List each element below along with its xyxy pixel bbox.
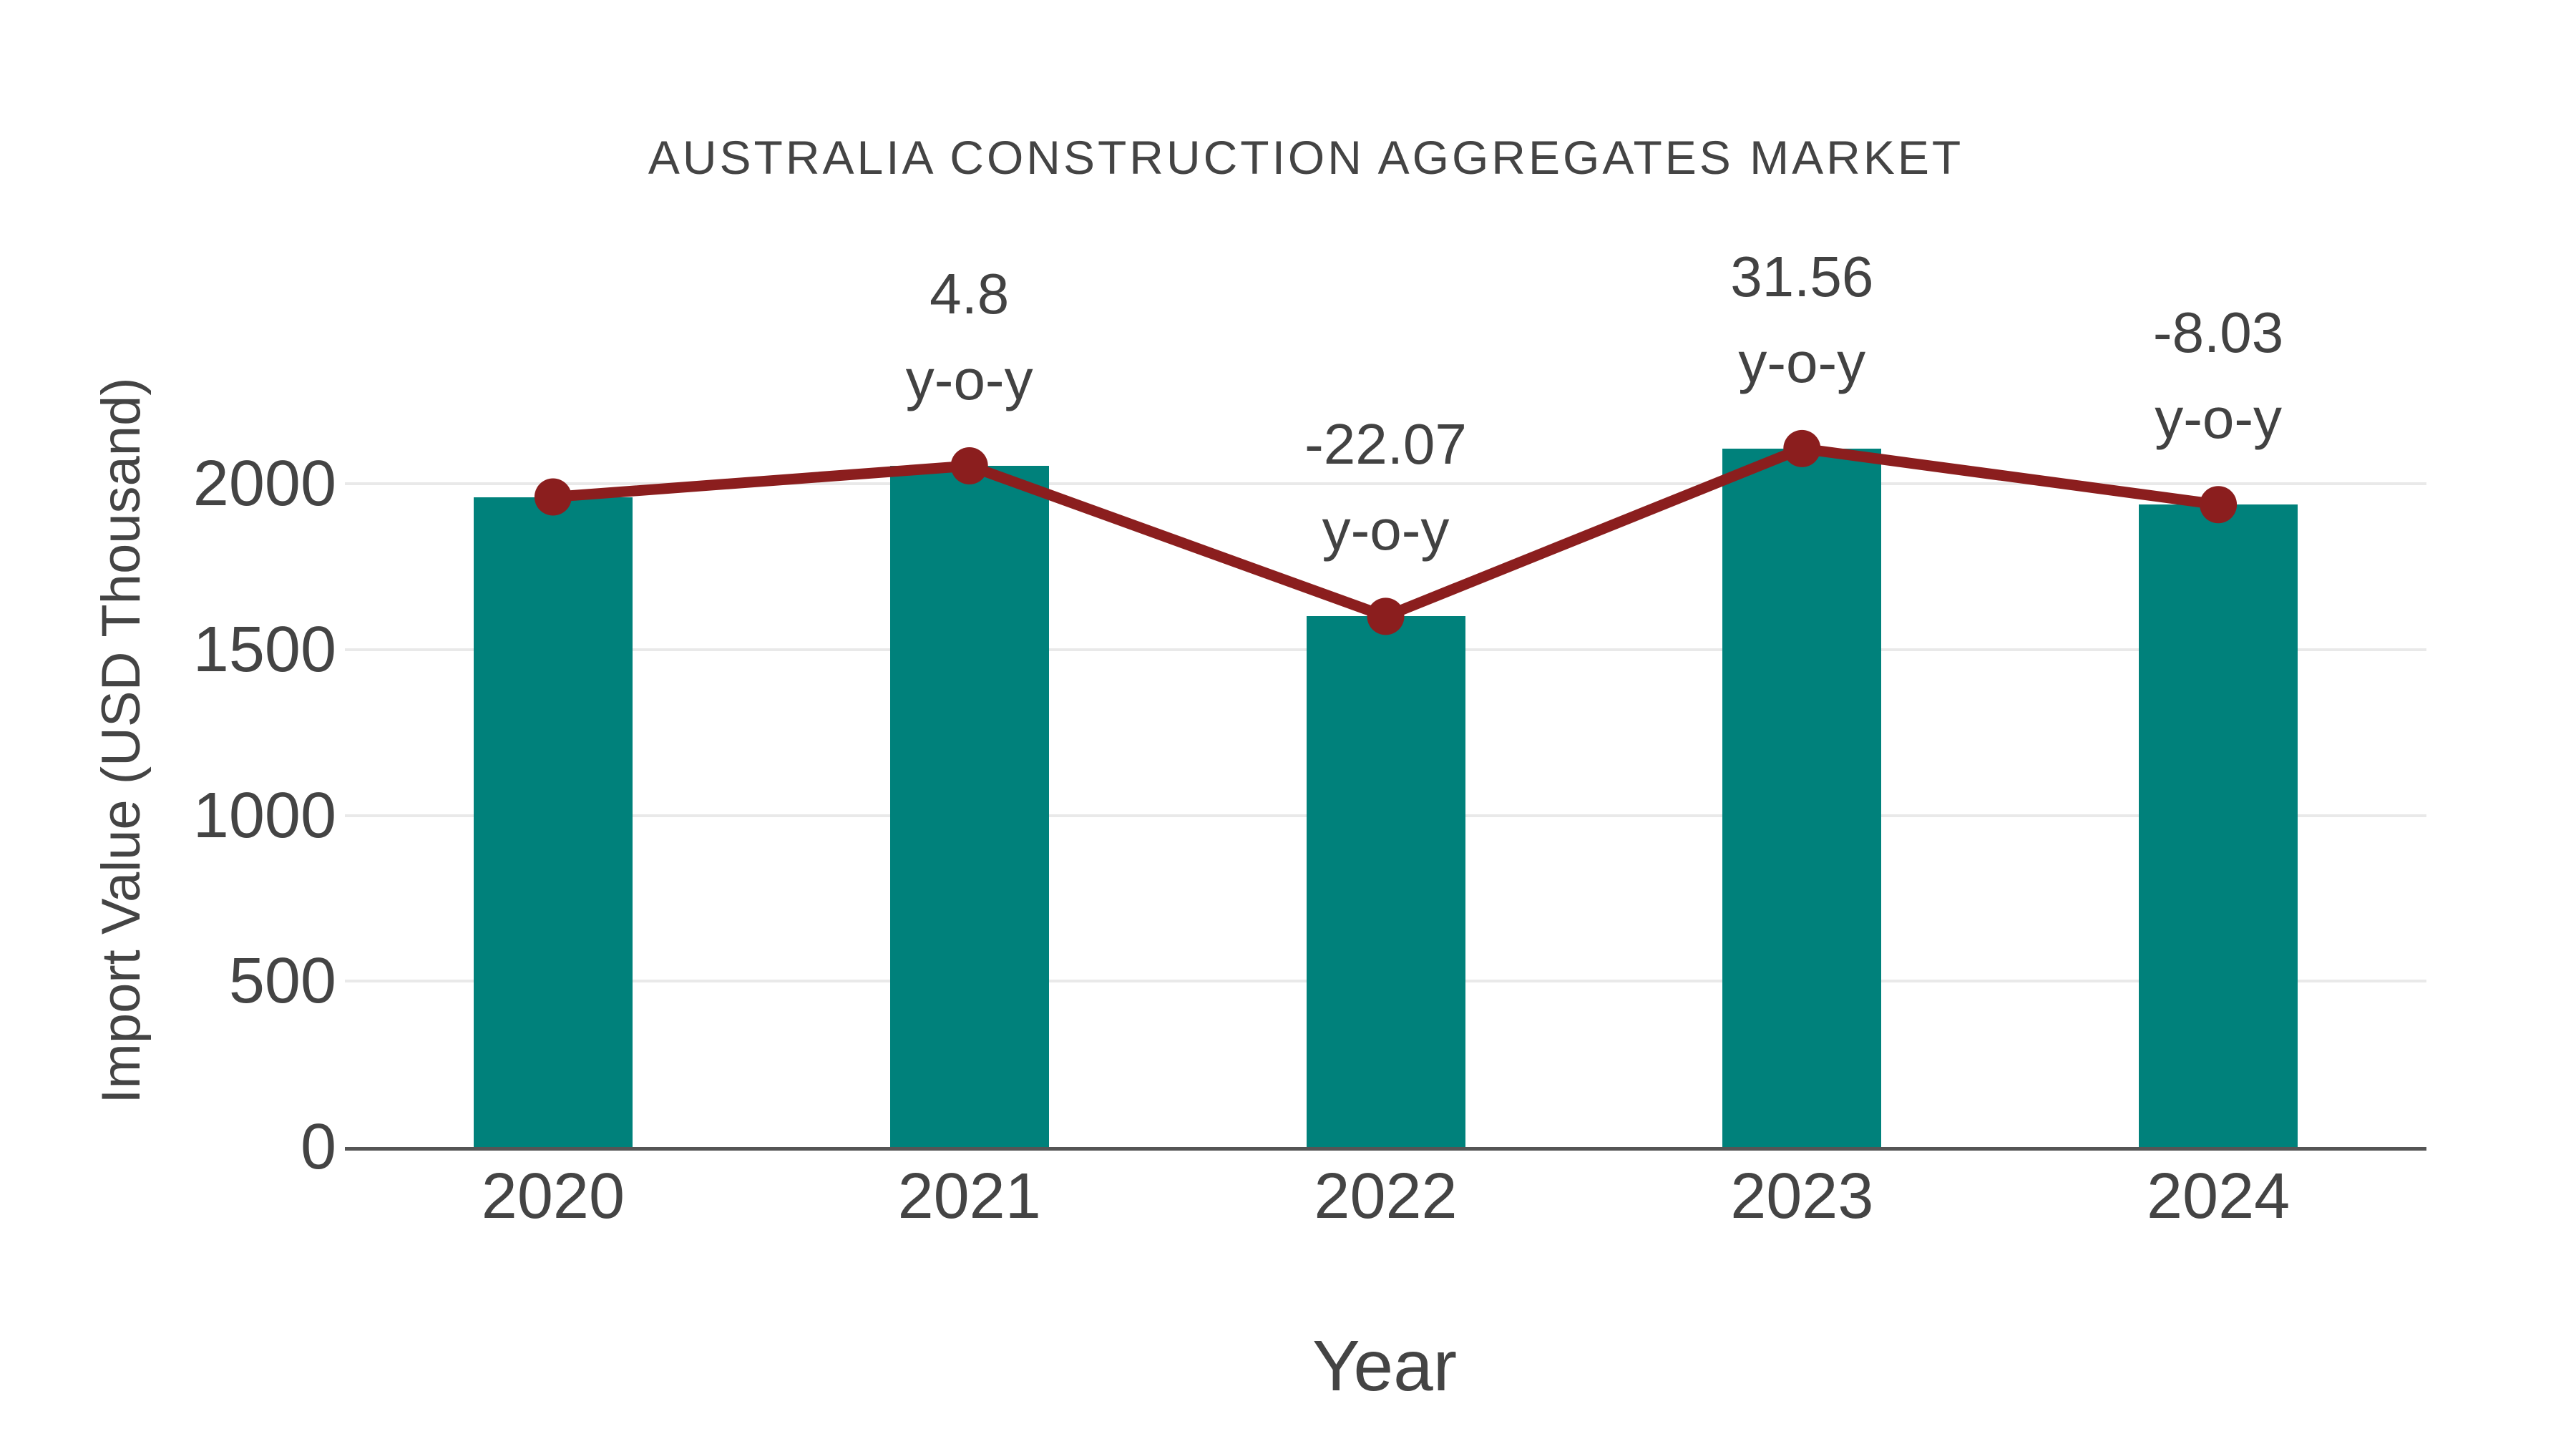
- yoy-value-2023: 31.56: [1730, 244, 1874, 308]
- x-tick-label-2024: 2024: [2146, 1161, 2290, 1232]
- bar-2022: [1306, 616, 1465, 1147]
- yoy-annotation-2022: -22.07 y-o-y: [1164, 401, 1608, 573]
- yoy-value-2021: 4.8: [930, 261, 1010, 326]
- bar-2021: [889, 465, 1049, 1147]
- yoy-annotation-2023: 31.56 y-o-y: [1580, 234, 2024, 406]
- bar-2024: [2139, 504, 2298, 1147]
- marker-2021: [950, 447, 988, 484]
- gridline-2000: [345, 482, 2426, 485]
- yoy-annotation-2024: -8.03 y-o-y: [1996, 290, 2440, 462]
- yoy-annotation-2021: 4.8 y-o-y: [748, 251, 1191, 423]
- y-tick-label-1000: 1000: [192, 779, 336, 852]
- y-tick-label-0: 0: [300, 1111, 336, 1183]
- y-tick-label-2000: 2000: [192, 448, 336, 519]
- y-tick-label-1500: 1500: [192, 613, 336, 686]
- yoy-suffix-2021: y-o-y: [905, 347, 1033, 411]
- x-tick-label-2023: 2023: [1730, 1161, 1874, 1232]
- x-tick-label-2020: 2020: [481, 1161, 625, 1232]
- x-tick-label-2022: 2022: [1314, 1161, 1458, 1232]
- x-tick-label-2021: 2021: [897, 1161, 1041, 1232]
- bar-2023: [1722, 448, 1882, 1147]
- x-axis-line: [345, 1147, 2426, 1151]
- y-tick-label-500: 500: [228, 945, 336, 1018]
- marker-2022: [1367, 597, 1405, 635]
- yoy-suffix-2022: y-o-y: [1322, 498, 1450, 562]
- marker-2023: [1783, 429, 1821, 467]
- bar-2020: [473, 497, 633, 1147]
- marker-2024: [2200, 486, 2238, 524]
- x-axis-title: Year: [1312, 1326, 1458, 1406]
- yoy-suffix-2024: y-o-y: [2155, 386, 2282, 451]
- marker-2020: [534, 478, 572, 516]
- yoy-value-2024: -8.03: [2152, 301, 2284, 365]
- yoy-suffix-2023: y-o-y: [1738, 330, 1866, 394]
- yoy-value-2022: -22.07: [1304, 412, 1467, 477]
- chart-title: AUSTRALIA CONSTRUCTION AGGREGATES MARKET: [648, 131, 1964, 184]
